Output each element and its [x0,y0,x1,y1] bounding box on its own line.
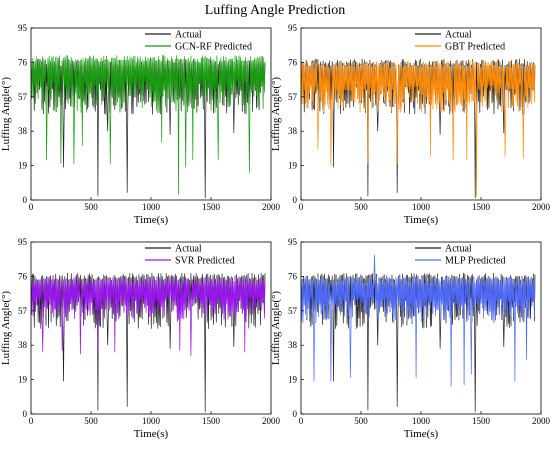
x-axis-label: Time(s) [404,428,439,440]
x-tick-label: 0 [29,202,34,212]
x-axis-label: Time(s) [134,428,169,440]
x-tick-label: 1000 [142,202,161,212]
legend-label: MLP Predicted [445,256,505,267]
x-tick-label: 1000 [412,416,431,426]
x-tick-label: 1500 [472,416,491,426]
y-axis-label: Luffing Angle(°) [0,291,12,365]
x-tick-label: 0 [299,416,304,426]
x-tick-label: 2000 [262,202,281,212]
plot-frame [300,27,542,201]
chart-panel-1: 0 19 38 57 76 95 0 500 1000 1500 2000 Time(s) Luffin… [0,23,281,226]
series-line-predicted [30,55,266,195]
x-tick-label: 2000 [532,416,550,426]
figure-title: Luffing Angle Prediction [205,3,346,18]
y-tick-label: 0 [23,195,28,205]
x-tick-label: 500 [354,416,368,426]
x-tick-label: 0 [299,202,304,212]
y-axis-label: Luffing Angle(°) [270,77,282,151]
chart-panel-3: 0 19 38 57 76 95 0 500 1000 1500 2000 Time(s) Luffin… [0,237,281,440]
legend-label: Actual [175,244,202,255]
x-tick-label: 500 [354,202,368,212]
y-tick-label: 76 [288,271,298,281]
y-axis-label: Luffing Angle(°) [0,77,12,151]
plot-frame [30,27,272,201]
chart-panel-2: 0 19 38 57 76 95 0 500 1000 1500 2000 Time(s) Luffin… [270,23,550,226]
y-tick-label: 38 [18,126,28,136]
series-line-actual [30,272,266,413]
x-tick-label: 500 [84,416,98,426]
y-tick-label: 19 [18,375,28,385]
y-axis-label: Luffing Angle(°) [270,291,282,365]
x-tick-label: 2000 [532,202,550,212]
y-tick-label: 76 [18,57,28,67]
y-tick-label: 95 [18,237,28,247]
x-tick-label: 0 [29,416,34,426]
y-tick-label: 57 [288,92,298,102]
chart-panel-4: 0 19 38 57 76 95 0 500 1000 1500 2000 Time(s) Luffin… [270,237,550,440]
x-tick-label: 1000 [142,416,161,426]
panels: 0 19 38 57 76 95 0 500 1000 1500 2000 Time(s) Luffin… [0,23,550,440]
y-tick-label: 95 [18,23,28,33]
y-tick-label: 19 [288,375,298,385]
x-tick-label: 1500 [202,202,221,212]
y-tick-label: 0 [293,409,298,419]
y-tick-label: 0 [293,195,298,205]
x-axis-label: Time(s) [404,214,439,226]
legend-label: Actual [445,30,472,41]
y-tick-label: 76 [288,57,298,67]
y-tick-label: 95 [288,237,298,247]
y-tick-label: 38 [18,340,28,350]
plot-frame [300,241,542,415]
legend-label: GBT Predicted [445,42,505,53]
x-tick-label: 2000 [262,416,281,426]
x-tick-label: 1500 [202,416,221,426]
legend-label: Actual [175,30,202,41]
x-axis-label: Time(s) [134,214,169,226]
legend-label: GCN-RF Predicted [175,42,252,53]
x-tick-label: 1000 [412,202,431,212]
x-tick-label: 1500 [472,202,491,212]
y-tick-label: 76 [18,271,28,281]
y-tick-label: 57 [18,306,28,316]
y-tick-label: 38 [288,340,298,350]
legend-label: Actual [445,244,472,255]
series-line-predicted [30,276,266,357]
y-tick-label: 57 [288,306,298,316]
y-tick-label: 38 [288,126,298,136]
x-tick-label: 500 [84,202,98,212]
series-line-predicted [300,254,536,387]
series-line-predicted [300,60,536,197]
series-line-actual [300,272,536,413]
y-tick-label: 19 [288,161,298,171]
y-tick-label: 19 [18,161,28,171]
legend-label: SVR Predicted [175,256,235,267]
y-tick-label: 95 [288,23,298,33]
y-tick-label: 0 [23,409,28,419]
y-tick-label: 57 [18,92,28,102]
